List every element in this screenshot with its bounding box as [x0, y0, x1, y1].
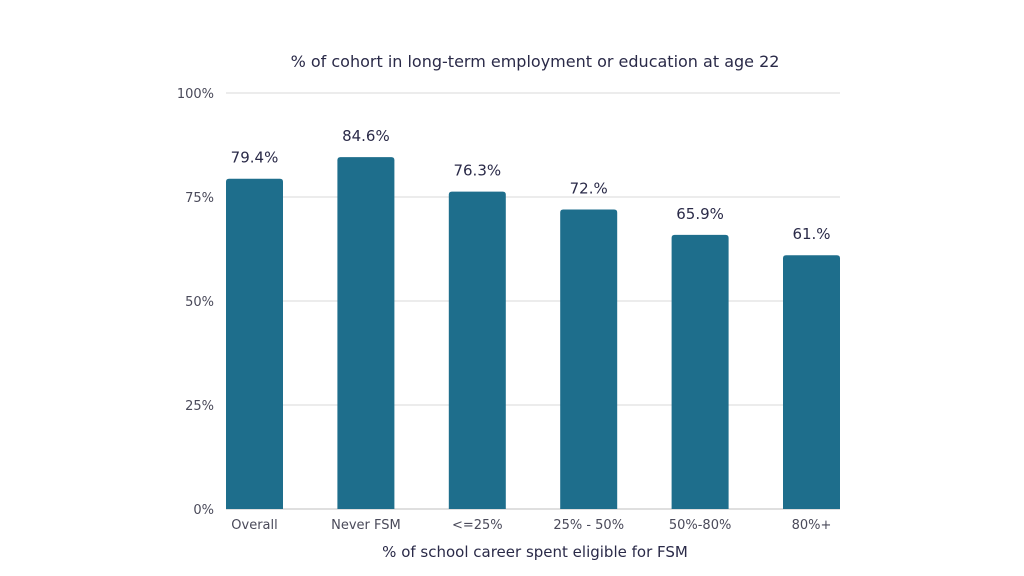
x-tick-label: 50%-80%	[669, 518, 731, 533]
bar	[671, 234, 729, 509]
data-label: 79.4%	[231, 149, 279, 167]
y-tick-label: 50%	[185, 295, 214, 310]
chart-title: % of cohort in long-term employment or e…	[291, 52, 780, 71]
x-tick-label: <=25%	[452, 518, 503, 533]
y-tick-label: 75%	[185, 191, 214, 206]
bar	[448, 191, 506, 510]
x-tick-label: Never FSM	[331, 518, 401, 533]
bar	[337, 157, 395, 509]
y-tick-label: 25%	[185, 399, 214, 414]
x-axis-title: % of school career spent eligible for FS…	[382, 543, 688, 561]
labels: 0% 25% 50% 75% 100% 79.4% Overall 84.6% Never FS…	[177, 87, 832, 533]
data-label: 84.6%	[342, 127, 390, 145]
data-label: 72.%	[570, 179, 608, 197]
x-tick-label: 80%+	[792, 518, 832, 533]
y-tick-label: 0%	[193, 503, 214, 518]
data-label: 61.%	[792, 225, 830, 243]
data-label: 76.3%	[453, 162, 501, 180]
bar	[560, 209, 618, 510]
y-tick-label: 100%	[177, 87, 214, 102]
gridlines	[226, 92, 840, 510]
bar	[226, 178, 283, 510]
x-tick-label: Overall	[231, 518, 277, 533]
bar	[783, 255, 840, 509]
data-label: 65.9%	[676, 205, 724, 223]
bars	[226, 157, 840, 510]
x-tick-label: 25% - 50%	[553, 518, 624, 533]
